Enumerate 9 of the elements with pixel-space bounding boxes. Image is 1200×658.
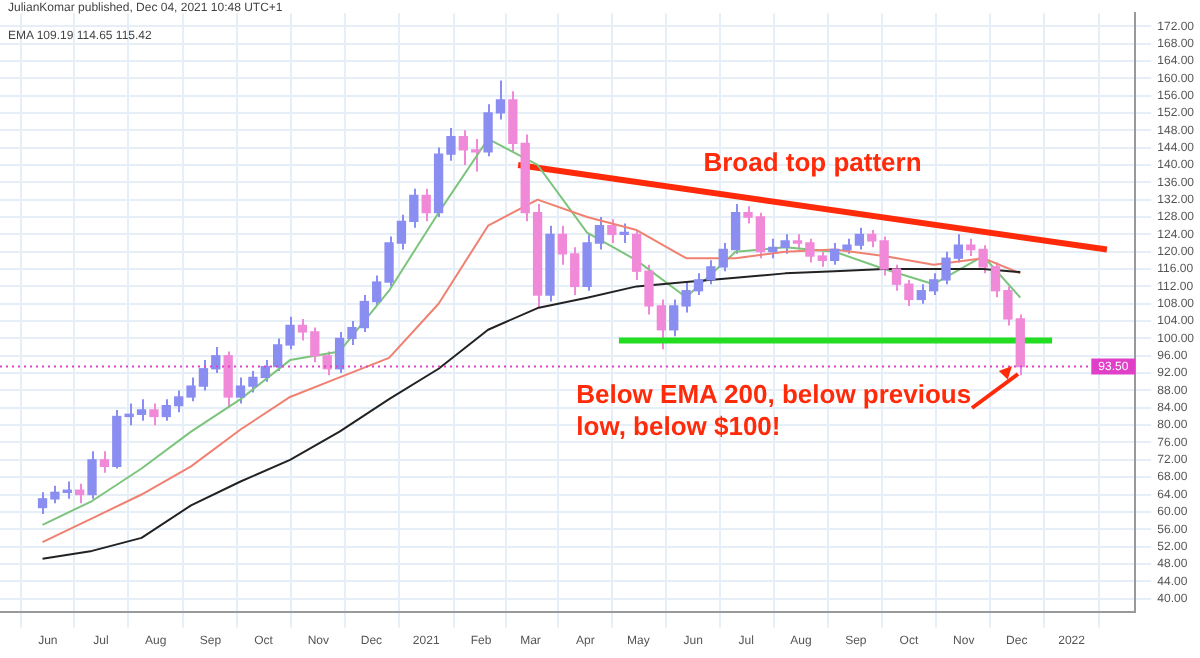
- candlestick: [421, 187, 431, 223]
- series-label: Broad top pattern: [703, 147, 922, 178]
- candlestick: [223, 350, 233, 409]
- candlestick: [87, 450, 97, 500]
- candlestick: [607, 218, 617, 245]
- candlestick: [508, 90, 518, 153]
- candlestick: [149, 402, 159, 427]
- annotation: Below EMA 200, below previous low, below $100!: [576, 379, 972, 442]
- candlestick: [99, 450, 110, 474]
